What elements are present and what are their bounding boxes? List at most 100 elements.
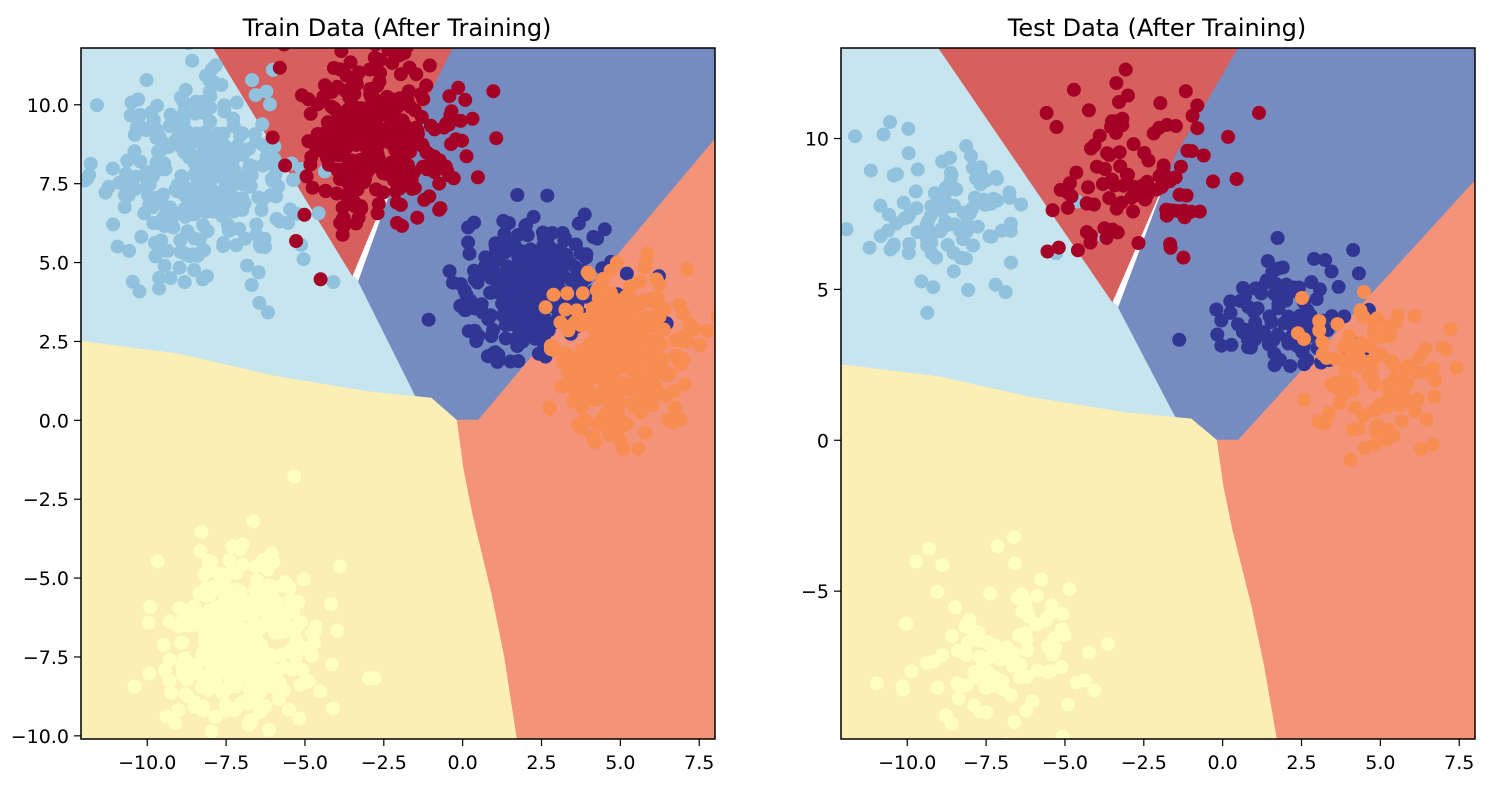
- data-point: [1223, 305, 1238, 320]
- data-point: [863, 163, 878, 178]
- data-point: [1366, 403, 1381, 418]
- data-point: [177, 103, 192, 118]
- data-point: [1069, 675, 1084, 690]
- data-point: [175, 635, 190, 650]
- data-point: [204, 182, 219, 197]
- data-point: [1369, 346, 1384, 361]
- data-point: [1116, 178, 1131, 193]
- data-point: [1353, 340, 1368, 355]
- data-point: [229, 582, 244, 597]
- data-point: [256, 138, 270, 153]
- data-point: [1112, 145, 1127, 160]
- data-point: [1126, 137, 1141, 152]
- data-point: [613, 348, 628, 363]
- data-point: [410, 210, 425, 225]
- data-point: [899, 616, 914, 631]
- data-point: [628, 358, 643, 373]
- data-point: [376, 185, 390, 200]
- data-point: [682, 318, 697, 333]
- data-point: [253, 657, 267, 672]
- data-point: [150, 98, 164, 113]
- data-point: [260, 562, 275, 577]
- data-point: [963, 621, 978, 636]
- y-tick-label: −7.5: [23, 647, 69, 669]
- data-point: [946, 264, 961, 279]
- data-point: [373, 65, 387, 80]
- data-point: [501, 274, 516, 289]
- data-point: [667, 400, 682, 415]
- data-point: [510, 339, 525, 354]
- data-point: [235, 173, 250, 187]
- data-point: [214, 77, 229, 92]
- y-tick-label: −2.5: [23, 489, 69, 511]
- data-point: [638, 425, 653, 440]
- data-point: [81, 165, 82, 173]
- data-point: [187, 659, 202, 674]
- data-point: [848, 129, 863, 144]
- data-point: [328, 132, 343, 147]
- data-point: [184, 181, 199, 196]
- data-point: [1248, 321, 1263, 335]
- data-point: [914, 274, 929, 289]
- data-point: [384, 158, 398, 173]
- y-tick-label: 0: [817, 430, 829, 452]
- cluster-points: [81, 48, 341, 320]
- data-point: [520, 254, 535, 269]
- data-point: [538, 275, 553, 290]
- data-point: [1081, 180, 1096, 195]
- data-point: [943, 150, 958, 165]
- data-point: [226, 111, 241, 126]
- data-point: [187, 695, 202, 710]
- data-point: [1053, 182, 1068, 197]
- data-point: [614, 377, 629, 392]
- data-point: [304, 648, 319, 663]
- data-point: [336, 210, 351, 225]
- data-point: [192, 586, 207, 601]
- data-point: [198, 125, 213, 140]
- data-point: [178, 687, 193, 702]
- data-point: [927, 186, 942, 201]
- data-point: [645, 358, 660, 373]
- data-point: [1382, 329, 1397, 344]
- data-point: [973, 166, 988, 181]
- data-point: [214, 616, 229, 630]
- data-point: [596, 410, 611, 425]
- data-point: [680, 262, 695, 277]
- data-point: [204, 652, 219, 667]
- data-point: [604, 395, 619, 409]
- data-point: [152, 281, 167, 296]
- data-point: [902, 237, 917, 252]
- data-point: [1044, 598, 1059, 613]
- data-point: [673, 357, 688, 372]
- data-point: [922, 541, 937, 556]
- data-point: [946, 245, 961, 260]
- data-point: [1019, 633, 1034, 648]
- data-point: [173, 116, 188, 131]
- data-point: [254, 620, 269, 635]
- data-point: [254, 203, 269, 217]
- x-tick-label: −7.5: [963, 752, 1009, 774]
- data-point: [131, 92, 146, 107]
- data-point: [407, 103, 422, 118]
- data-point: [969, 670, 984, 685]
- axes-frame: [840, 47, 1476, 740]
- data-point: [480, 349, 495, 364]
- data-point: [1163, 240, 1178, 255]
- data-point: [1295, 291, 1309, 305]
- data-point: [1172, 332, 1187, 347]
- data-point: [993, 652, 1008, 667]
- data-point: [1229, 172, 1244, 186]
- data-point: [503, 354, 518, 369]
- data-point: [632, 398, 647, 413]
- data-point: [603, 285, 618, 300]
- data-point: [1368, 424, 1383, 439]
- data-point: [259, 84, 274, 99]
- data-point: [1140, 187, 1155, 202]
- cluster-points: [127, 469, 382, 739]
- data-point: [1221, 129, 1236, 144]
- data-point: [350, 182, 365, 197]
- cluster-points: [265, 48, 504, 287]
- data-point: [675, 306, 690, 320]
- data-point: [451, 80, 466, 95]
- data-point: [1246, 304, 1261, 319]
